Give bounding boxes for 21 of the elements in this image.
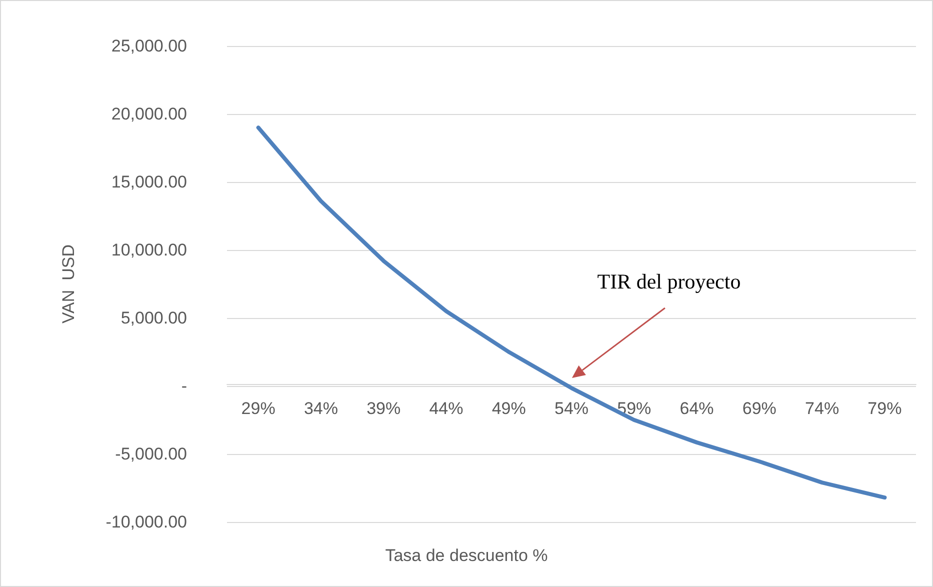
y-tick-label: 15,000.00: [111, 172, 187, 192]
x-tick-label: 49%: [492, 399, 526, 418]
y-tick-label: 25,000.00: [111, 36, 187, 56]
x-axis-title: Tasa de descuento %: [385, 546, 548, 565]
y-tick-label: -: [181, 376, 187, 396]
y-tick-label: 5,000.00: [120, 308, 187, 328]
y-tick-label: -10,000.00: [106, 512, 187, 532]
annotation: TIR del proyecto: [597, 270, 741, 294]
x-tick-label: 29%: [241, 399, 276, 418]
y-tick-label: -5,000.00: [115, 444, 187, 464]
x-tick-label: 79%: [868, 399, 902, 418]
x-tick-label: 39%: [366, 399, 401, 418]
y-tick-label: 20,000.00: [111, 104, 187, 124]
x-tick-label: 34%: [304, 399, 338, 418]
y-axis-title: VAN USD: [59, 244, 78, 324]
y-tick-label: 10,000.00: [111, 240, 187, 260]
x-tick-label: 54%: [554, 399, 589, 418]
x-tick-label: 74%: [805, 399, 840, 418]
x-tick-label: 64%: [680, 399, 714, 418]
x-tick-label: 44%: [429, 399, 464, 418]
x-tick-label: 69%: [742, 399, 776, 418]
